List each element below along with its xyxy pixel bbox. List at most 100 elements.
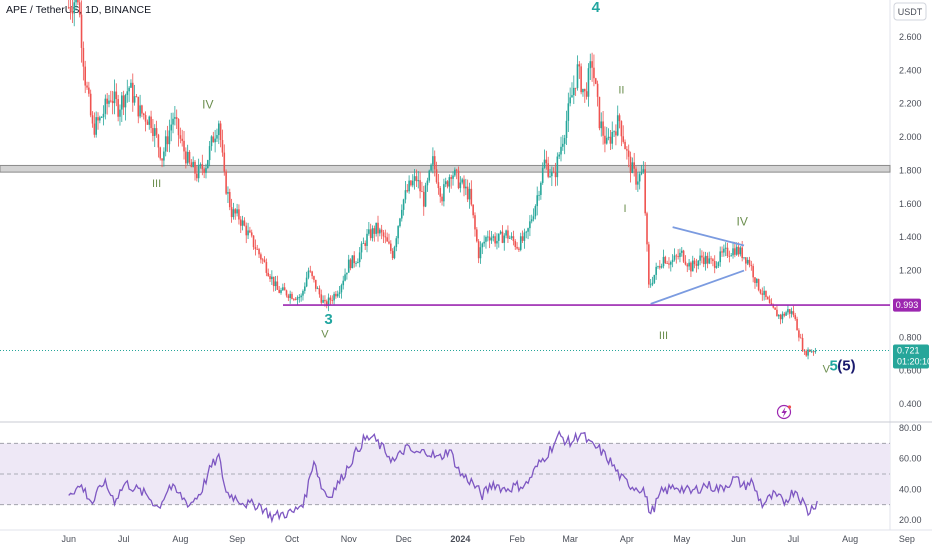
- triangle-upper-edge[interactable]: [672, 226, 745, 247]
- candle-body: [307, 270, 310, 278]
- candle-body: [353, 255, 356, 264]
- candle-body: [128, 87, 130, 92]
- candle-body: [214, 138, 216, 143]
- candle-body: [737, 246, 740, 255]
- candle-body: [342, 280, 345, 286]
- candle-body: [322, 299, 324, 303]
- candle-body: [421, 191, 423, 193]
- candle-body: [368, 229, 370, 234]
- candle-body: [805, 351, 808, 356]
- wave-label: 4: [592, 0, 601, 16]
- candle-body: [646, 213, 648, 245]
- candle-body: [496, 240, 498, 244]
- candle-body: [424, 185, 427, 207]
- candle-body: [355, 263, 357, 264]
- candle-body: [113, 91, 116, 104]
- candle-body: [203, 169, 205, 173]
- time-tick-label: Aug: [172, 534, 188, 544]
- candle-body: [393, 247, 396, 259]
- triangle-pattern[interactable]: [650, 226, 745, 305]
- candle-body: [527, 228, 529, 232]
- resistance-zone[interactable]: [0, 164, 891, 173]
- candle-body: [798, 330, 800, 338]
- candle-body: [228, 192, 231, 208]
- time-tick-label: Sep: [899, 534, 915, 544]
- candle-body: [618, 115, 621, 122]
- candle-body: [199, 164, 202, 166]
- candle-body: [637, 181, 639, 185]
- candle-body: [402, 199, 405, 210]
- countdown-value: 01:20:10: [897, 356, 932, 366]
- candle-body: [373, 228, 376, 234]
- candle-body: [691, 260, 694, 272]
- candle-body: [130, 82, 132, 88]
- candle-body: [761, 293, 764, 295]
- candle-body: [121, 95, 123, 110]
- wave-label: III: [152, 178, 161, 190]
- candle-body: [243, 220, 246, 226]
- candle-body: [201, 164, 204, 170]
- candle-body: [748, 259, 751, 266]
- candle-body: [362, 243, 365, 244]
- candle-body: [260, 254, 262, 260]
- candle-body: [349, 259, 352, 269]
- candle-body: [516, 246, 518, 249]
- candle-body: [221, 140, 224, 153]
- candle-body: [366, 233, 368, 246]
- candle-body: [580, 66, 582, 93]
- candle-body: [649, 284, 652, 286]
- chart-title: APE / TetherUS, 1D, BINANCE: [6, 4, 152, 16]
- candle-body: [536, 195, 539, 207]
- candle-body: [84, 66, 86, 86]
- candle-body: [468, 188, 471, 200]
- candle-body: [567, 103, 570, 121]
- time-tick-label: Oct: [285, 534, 300, 544]
- candle-body: [247, 230, 249, 236]
- candle-body: [340, 285, 343, 293]
- candle-body: [97, 117, 99, 121]
- candle-body: [139, 105, 141, 117]
- candle-body: [682, 250, 685, 262]
- candle-body: [406, 190, 409, 192]
- candle-body: [569, 97, 571, 104]
- candle-body: [287, 295, 290, 298]
- candle-body: [439, 188, 442, 197]
- candle-body: [91, 115, 94, 124]
- candle-body: [734, 248, 736, 255]
- time-tick-label: May: [673, 534, 691, 544]
- candle-body: [293, 298, 295, 300]
- currency-box[interactable]: [893, 2, 927, 21]
- candle-body: [190, 162, 193, 168]
- candle-body: [95, 117, 97, 135]
- candle-body: [382, 232, 385, 237]
- candle-body: [587, 68, 590, 97]
- rsi-axis[interactable]: 80.00 60.00 40.00 20.00: [899, 423, 922, 525]
- candle-body: [230, 207, 233, 218]
- time-tick-label: Jul: [118, 534, 130, 544]
- time-tick-label: Jul: [788, 534, 800, 544]
- candle-body: [675, 255, 678, 257]
- candle-body: [344, 274, 346, 281]
- candle-body: [329, 297, 332, 301]
- rsi-line[interactable]: [68, 429, 818, 524]
- triangle-lower-edge[interactable]: [650, 269, 745, 305]
- price-axis[interactable]: 2.600 2.400 2.200 2.000 1.800 1.600 1.400 1.200…: [899, 32, 922, 409]
- candle-body: [298, 297, 301, 299]
- candle-body: [578, 64, 581, 67]
- candle-body: [428, 170, 431, 181]
- candle-body: [719, 251, 722, 263]
- candle-body: [117, 99, 119, 117]
- candle-body: [626, 149, 628, 151]
- candle-body: [388, 241, 390, 244]
- candle-body: [726, 247, 729, 256]
- candle-body: [777, 314, 780, 317]
- candle-body: [254, 247, 257, 250]
- candle-body: [551, 171, 553, 177]
- lightning-icon[interactable]: [776, 404, 792, 420]
- candle-body: [133, 96, 136, 103]
- candle-body: [435, 169, 438, 183]
- rsi-tick-label: 80.00: [899, 423, 922, 433]
- candle-body: [774, 307, 776, 310]
- time-axis[interactable]: Jun Jul Aug Sep Oct Nov Dec 2024 Feb Mar Apr May Jun…: [61, 534, 914, 544]
